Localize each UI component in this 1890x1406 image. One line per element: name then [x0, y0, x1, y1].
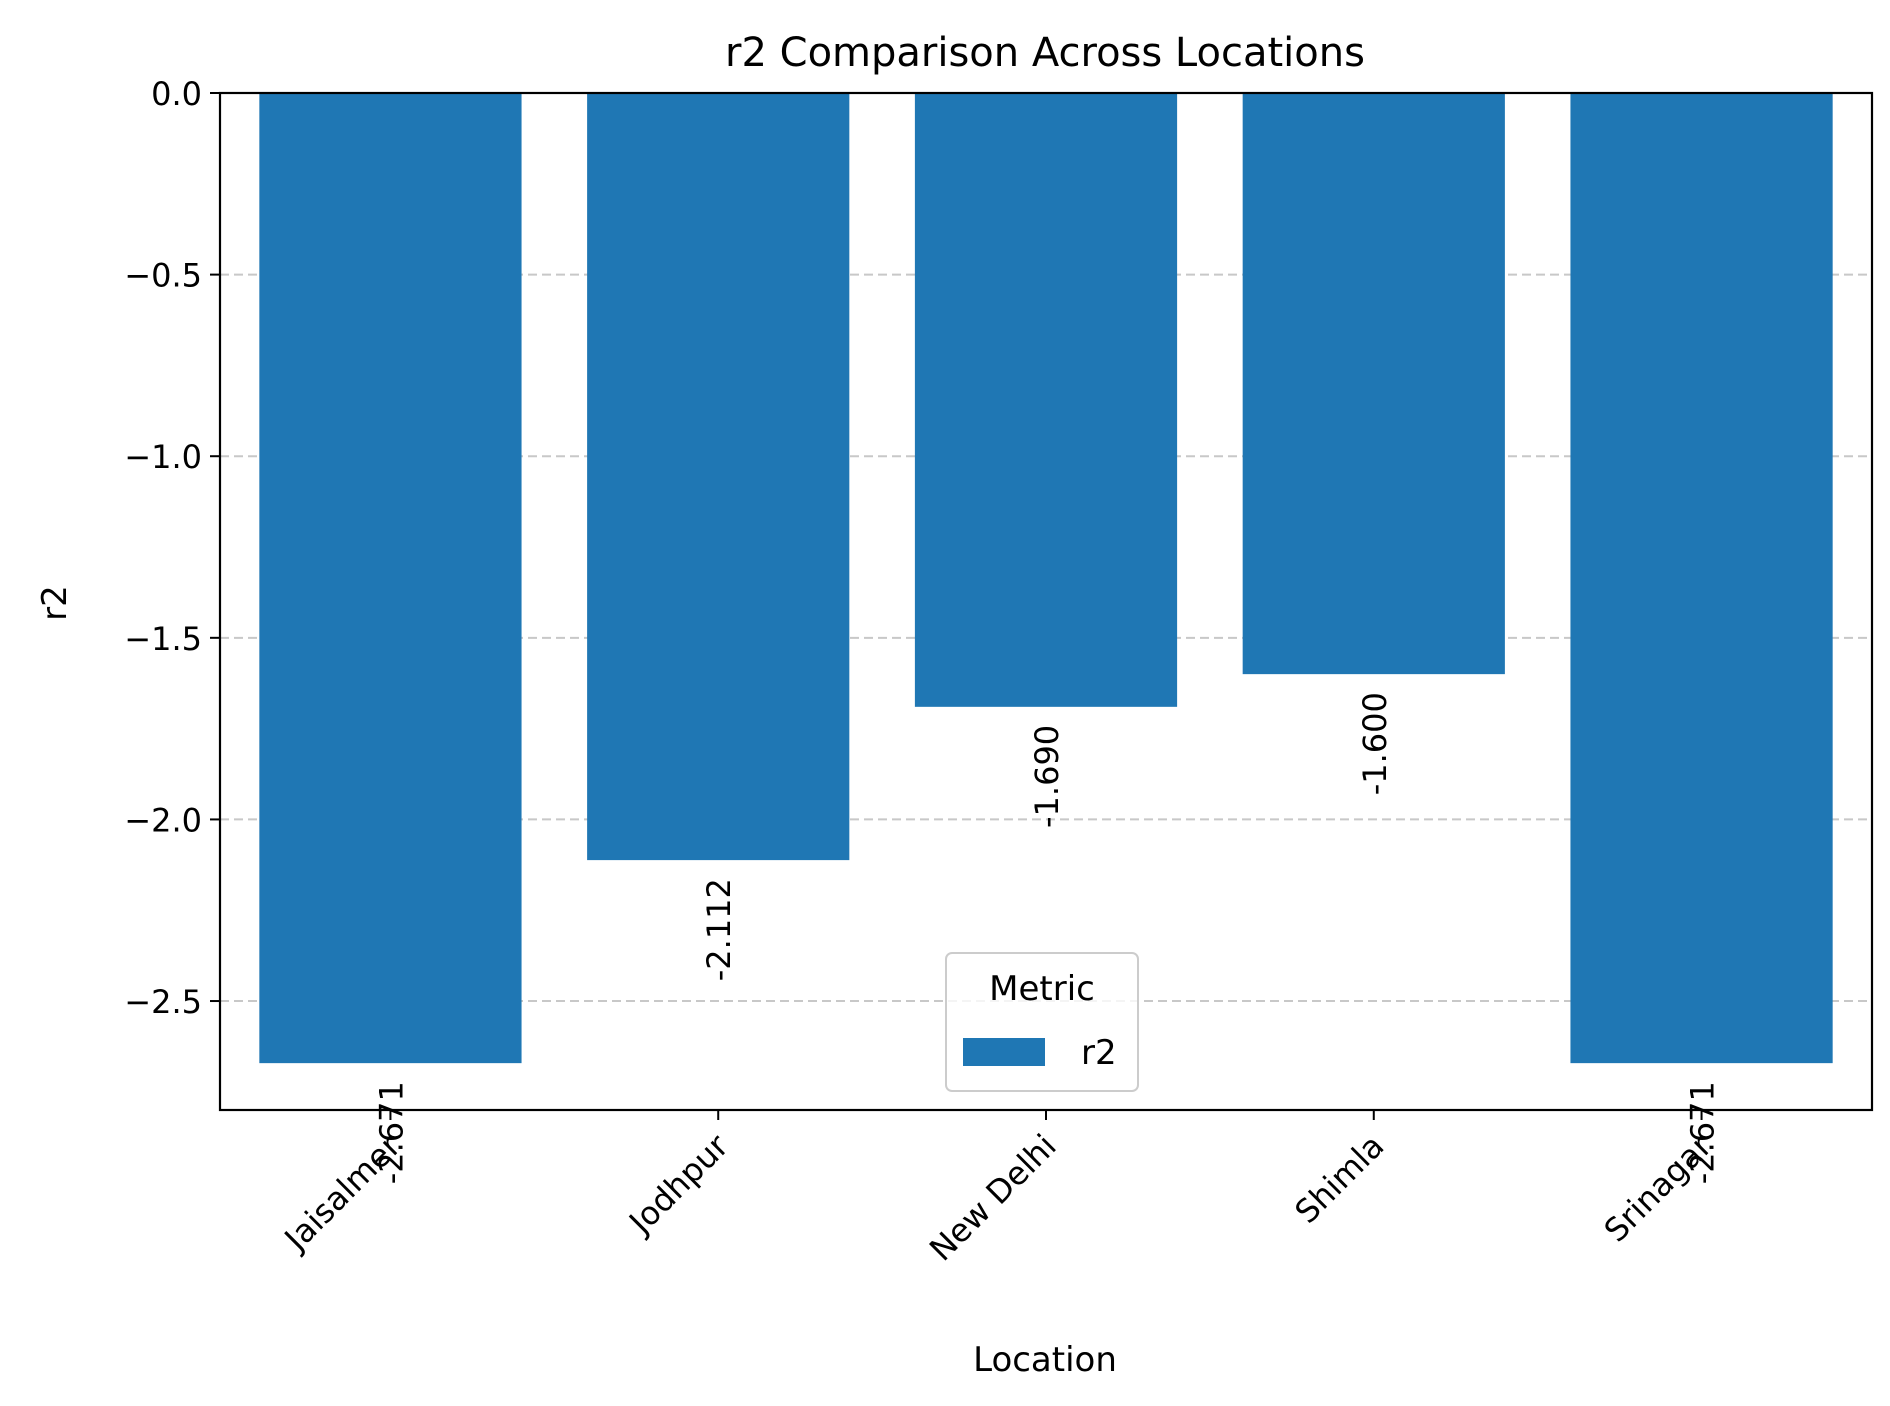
y-axis-label: r2	[35, 585, 75, 621]
bar-value-label: -1.600	[1356, 692, 1394, 795]
x-axis-ticks: Jaisalmer Jodhpur New Delhi Shimla Srinagar	[276, 1110, 1720, 1268]
bar	[587, 93, 850, 861]
y-axis-ticks: 0.0 −0.5 −1.0 −1.5 −2.0 −2.5	[124, 75, 220, 1021]
bar	[1570, 93, 1833, 1064]
bar-value-label: -2.112	[700, 878, 738, 981]
bar-value-label: -1.690	[1028, 725, 1066, 828]
data-labels: -2.671 -2.112 -1.690 -1.600 -2.671	[372, 692, 1721, 1184]
legend-entry-label: r2	[1081, 1033, 1117, 1073]
x-axis-label: Location	[973, 1340, 1117, 1380]
x-tick-label: Shimla	[1287, 1127, 1391, 1231]
y-tick-label: −1.0	[124, 438, 202, 476]
y-tick-label: −2.5	[124, 983, 202, 1021]
x-tick-label: Jodhpur	[620, 1126, 736, 1242]
bar	[1242, 93, 1505, 675]
legend-title: Metric	[989, 969, 1095, 1009]
legend: Metric r2	[945, 952, 1139, 1092]
bar-value-label: -2.671	[1684, 1081, 1722, 1184]
y-tick-label: −2.0	[124, 801, 202, 839]
y-tick-label: −1.5	[124, 620, 202, 658]
bar	[914, 93, 1178, 707]
y-tick-label: 0.0	[151, 75, 202, 113]
chart-title: r2 Comparison Across Locations	[725, 30, 1365, 76]
legend-swatch	[963, 1038, 1045, 1066]
bars	[259, 93, 1833, 1064]
bar-value-label: -2.671	[372, 1081, 410, 1184]
bar	[259, 93, 522, 1064]
x-tick-label: New Delhi	[922, 1127, 1064, 1269]
y-tick-label: −0.5	[124, 257, 202, 295]
